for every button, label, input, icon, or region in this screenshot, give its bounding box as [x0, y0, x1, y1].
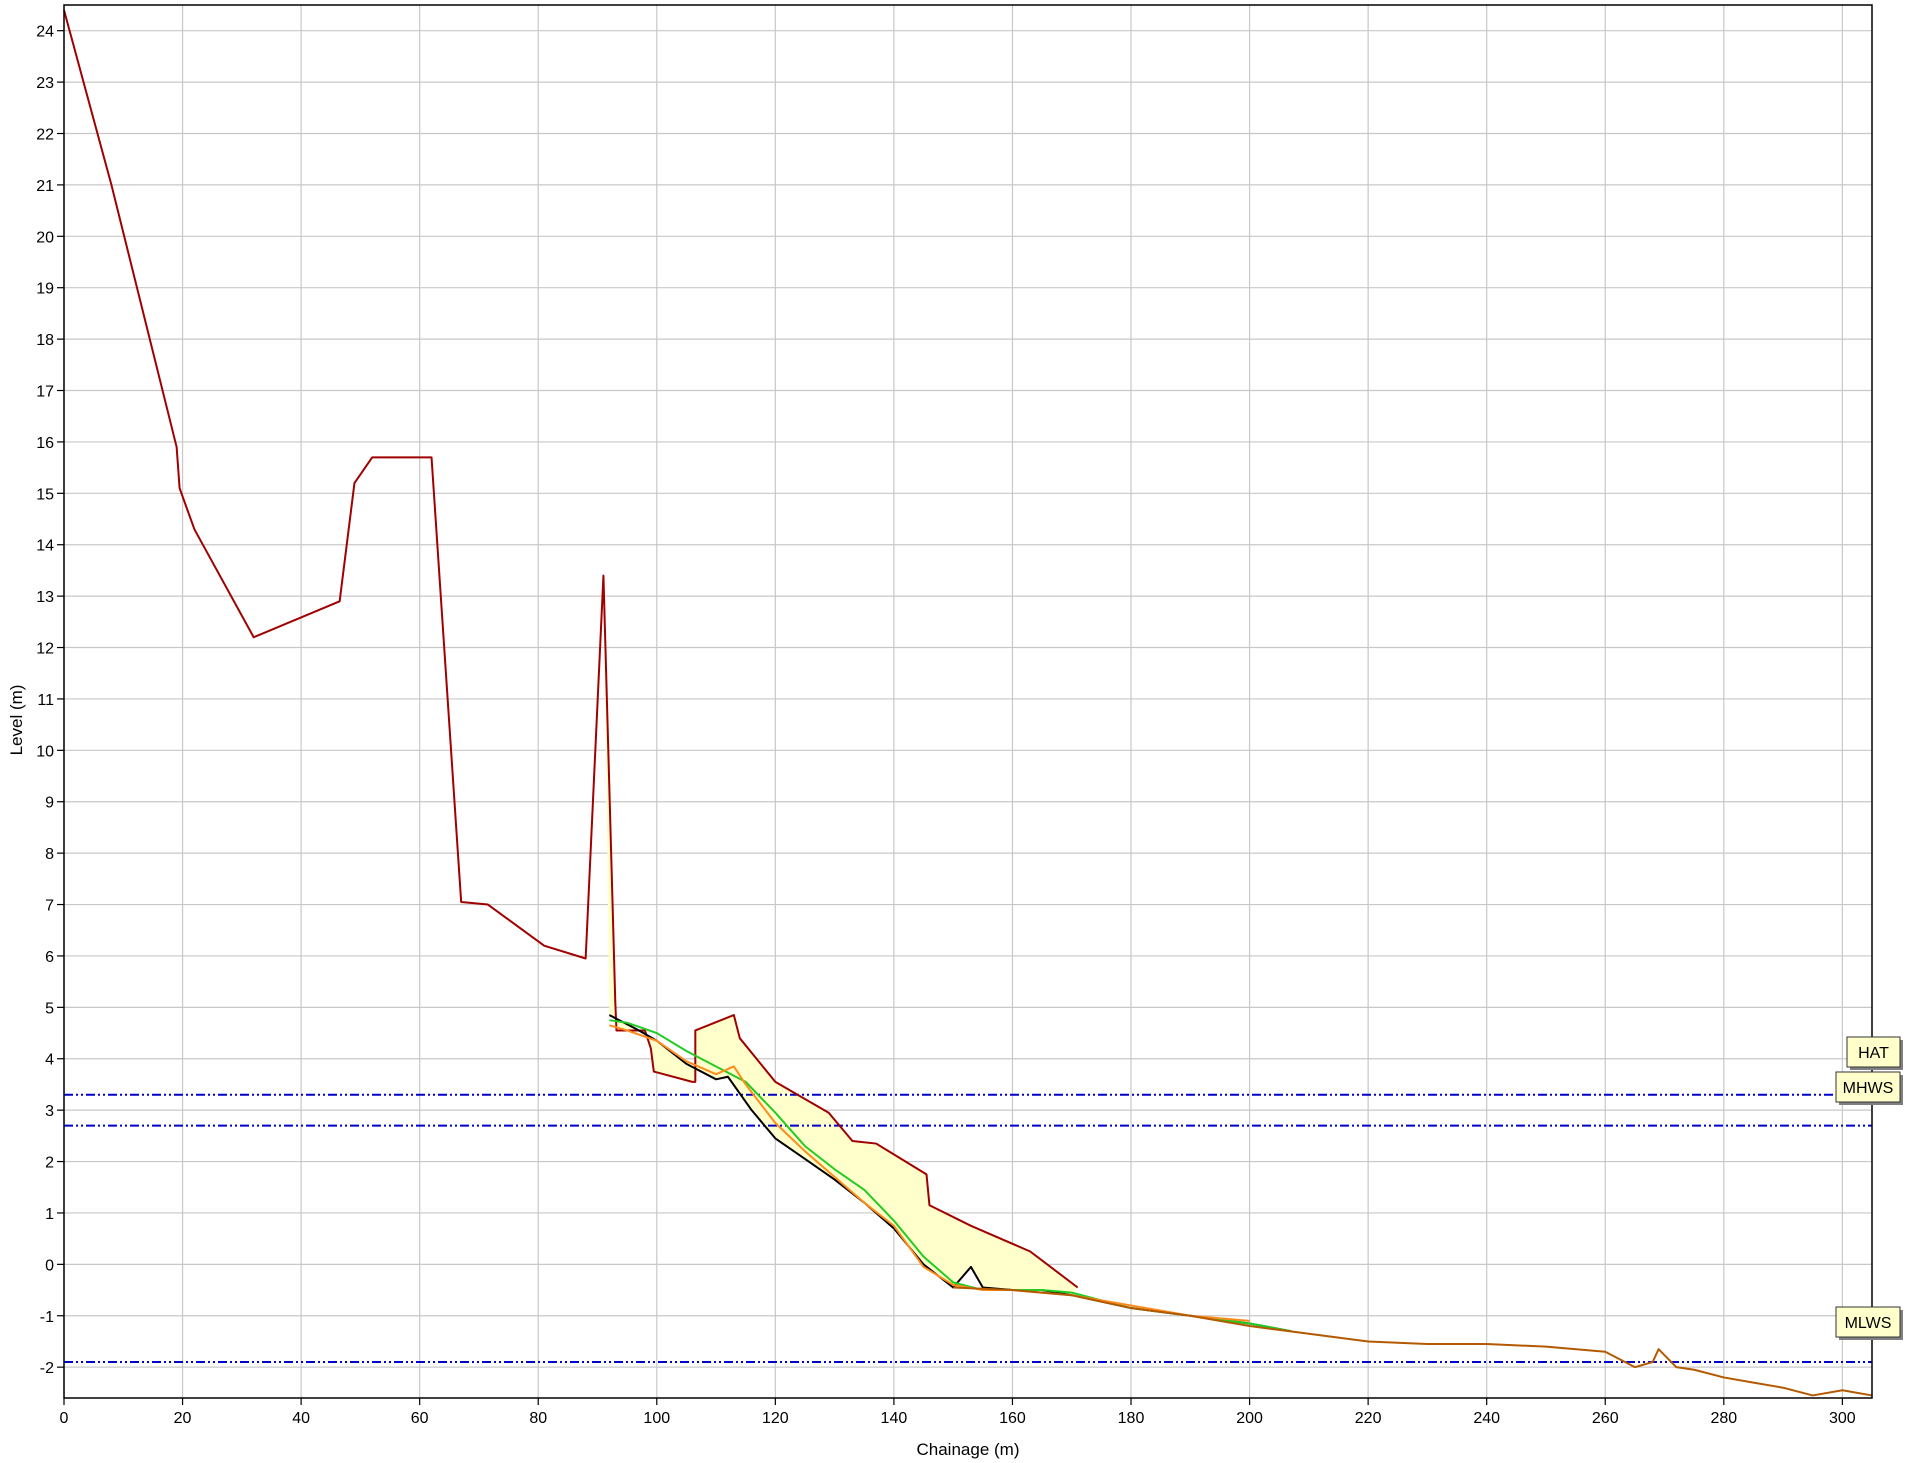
profile-line-5 [953, 1286, 1873, 1397]
y-tick-label: 7 [45, 898, 54, 915]
x-tick-label: 120 [762, 1410, 789, 1427]
x-tick-label: 280 [1710, 1410, 1737, 1427]
x-axis-title: Chainage (m) [917, 1440, 1020, 1459]
y-tick-label: 6 [45, 949, 54, 966]
x-tick-label: 40 [292, 1410, 310, 1427]
tide-level-tags: HAT MHWS MLWS [1835, 1036, 1903, 1340]
y-tick-label: 10 [36, 743, 54, 760]
plot-frame [63, 4, 1873, 1399]
x-tick-label: 60 [411, 1410, 429, 1427]
x-tick-label: 140 [881, 1410, 908, 1427]
y-tick-label: 9 [45, 795, 54, 812]
y-tick-label: 5 [45, 1000, 54, 1017]
profile-line-1 [63, 9, 1079, 1289]
y-tick-label: 0 [45, 1257, 54, 1274]
y-tick-label: 4 [45, 1052, 54, 1069]
tide-tag-label: MHWS [1843, 1080, 1894, 1097]
y-tick-label: 15 [36, 486, 54, 503]
y-tick-label: 8 [45, 846, 54, 863]
envelope-area [603, 575, 1078, 1296]
y-tick-label: 12 [36, 641, 54, 658]
profile-series [63, 9, 1873, 1397]
x-tick-label: 0 [60, 1410, 69, 1427]
x-tick-label: 200 [1236, 1410, 1263, 1427]
y-tick-label: 17 [36, 384, 54, 401]
grid-lines [63, 5, 1872, 1398]
y-tick-label: 11 [37, 692, 54, 709]
y-tick-label: 1 [45, 1206, 54, 1223]
tide-tag-label: HAT [1858, 1045, 1889, 1062]
x-tick-label: 20 [174, 1410, 192, 1427]
y-tick-label: 14 [36, 538, 54, 555]
x-tick-label: 80 [529, 1410, 547, 1427]
y-tick-label: 24 [36, 24, 54, 41]
profile-line-4 [609, 1024, 1250, 1322]
x-tick-label: 220 [1355, 1410, 1382, 1427]
y-tick-label: 19 [36, 281, 54, 298]
tick-labels: 0 20 40 60 80 100 120 140 160 180 200 220 240 260 280 3… [36, 24, 1856, 1427]
y-axis-title: Level (m) [7, 685, 26, 756]
y-tick-label: 21 [36, 178, 54, 195]
tide-tag-mlws [1835, 1306, 1901, 1338]
y-tick-label: 18 [36, 332, 54, 349]
tide-level-lines [64, 1093, 1872, 1364]
tide-tag-label: MLWS [1845, 1315, 1892, 1332]
tide-tag-hat [1846, 1036, 1901, 1068]
x-tick-label: 240 [1473, 1410, 1500, 1427]
y-tick-label: -1 [40, 1309, 54, 1326]
y-tick-label: 13 [36, 589, 54, 606]
tide-tag-mhws [1835, 1071, 1901, 1103]
x-tick-label: 300 [1829, 1410, 1856, 1427]
x-tick-label: 100 [643, 1410, 670, 1427]
y-tick-label: 23 [36, 75, 54, 92]
y-tick-label: 16 [36, 435, 54, 452]
plot-border [63, 4, 1873, 1399]
x-tick-label: 180 [1118, 1410, 1145, 1427]
y-tick-label: 22 [36, 127, 54, 144]
profile-envelope-fill [603, 575, 1078, 1296]
y-tick-label: -2 [40, 1360, 54, 1377]
y-tick-label: 20 [36, 229, 54, 246]
x-tick-label: 160 [999, 1410, 1026, 1427]
x-tick-label: 260 [1592, 1410, 1619, 1427]
y-tick-label: 2 [45, 1155, 54, 1172]
y-tick-label: 3 [45, 1103, 54, 1120]
